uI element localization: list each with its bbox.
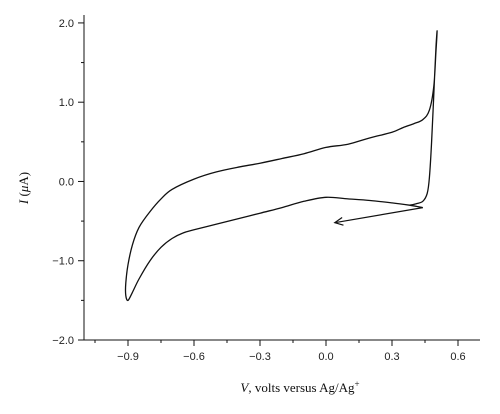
x-tick-label: 0.3 xyxy=(384,351,399,363)
series-line-cv-curve xyxy=(124,30,438,302)
y-tick-label: 1.0 xyxy=(59,97,74,109)
y-tick-label: −2.0 xyxy=(52,335,74,347)
y-tick-label: −1.0 xyxy=(52,256,74,268)
arrow-shaft xyxy=(334,207,423,224)
x-tick-label: 0.6 xyxy=(450,351,465,363)
y-tick-label: 0.0 xyxy=(59,176,74,188)
y-axis-ticks: −2.0 −1.0 0.0 1.0 2.0 xyxy=(52,18,84,347)
x-tick-label: −0.9 xyxy=(117,351,139,363)
scan-direction-arrow xyxy=(333,207,423,226)
x-tick-label: −0.3 xyxy=(249,351,271,363)
x-tick-label: −0.6 xyxy=(183,351,205,363)
x-axis-label: V, volts versus Ag/Ag+ xyxy=(240,379,359,395)
y-tick-label: 2.0 xyxy=(59,18,74,30)
x-tick-label: 0.0 xyxy=(318,351,333,363)
x-axis-ticks: −0.9 −0.6 −0.3 0.0 0.3 0.6 xyxy=(94,340,466,363)
arrow-head xyxy=(333,216,344,226)
y-axis-label: I (μA) xyxy=(16,172,31,205)
